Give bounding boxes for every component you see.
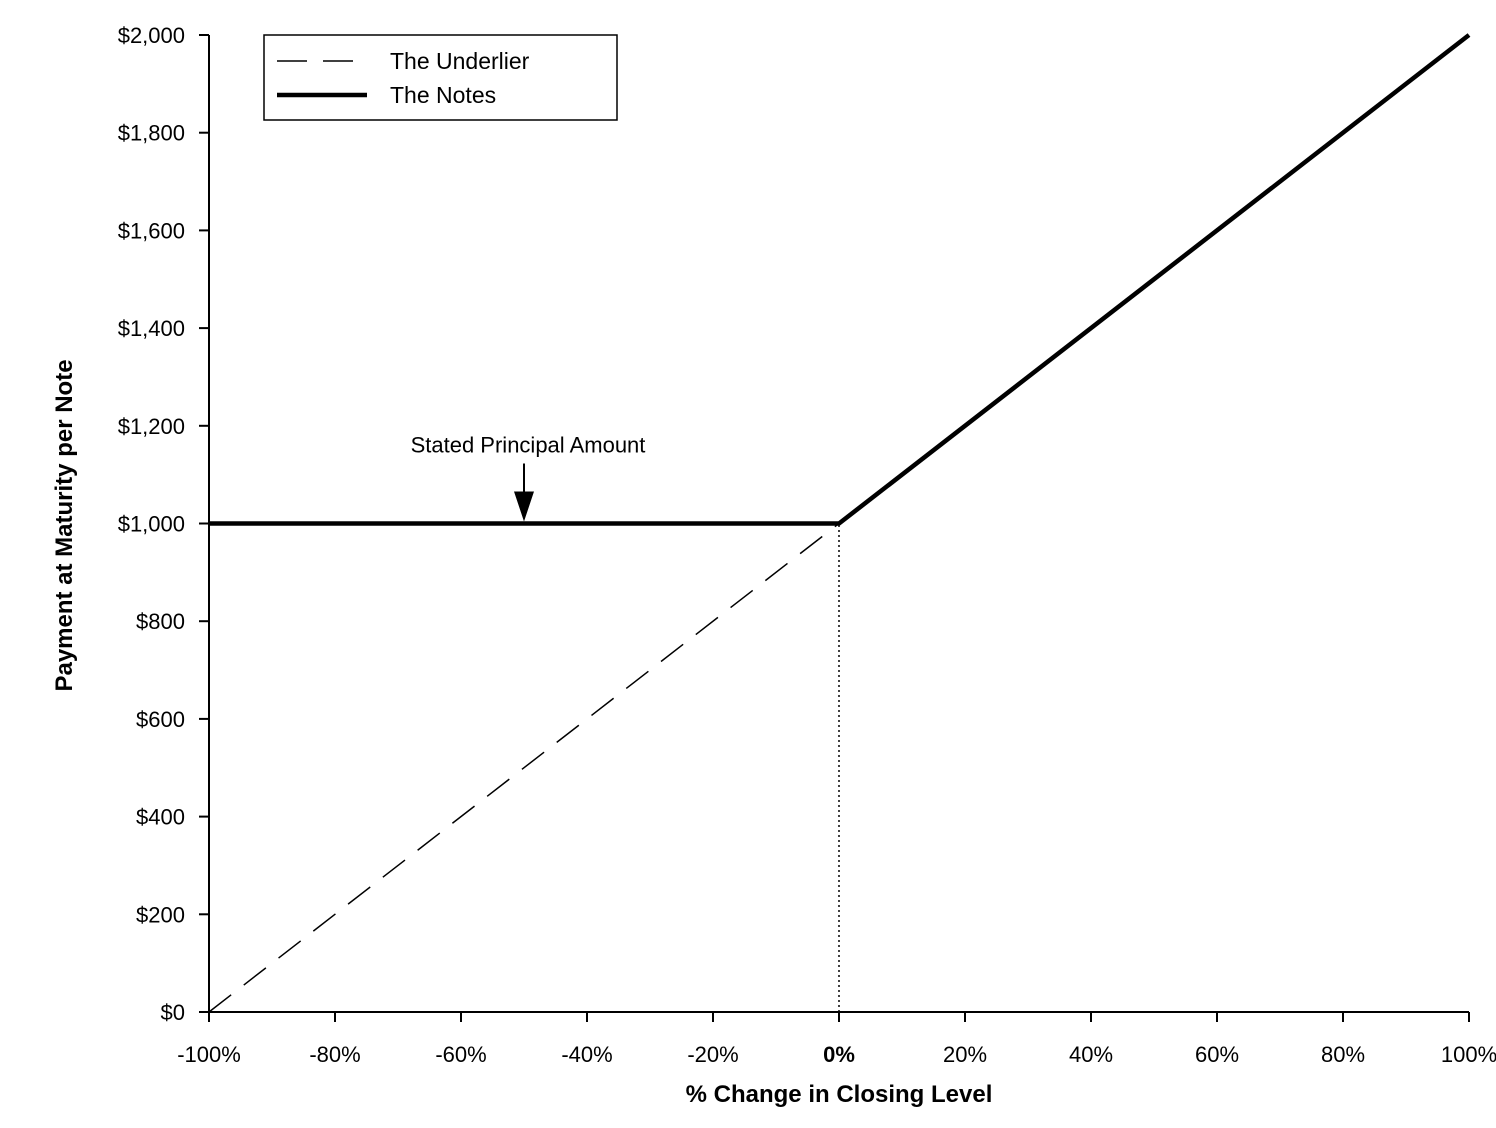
x-tick-label: 40% xyxy=(1069,1042,1113,1067)
y-tick-label: $600 xyxy=(136,707,185,732)
x-axis-title: % Change in Closing Level xyxy=(686,1081,993,1108)
legend-box xyxy=(263,34,618,121)
legend: The Underlier The Notes xyxy=(263,34,618,121)
y-tick-label: $0 xyxy=(161,1000,185,1025)
x-tick-label: 0% xyxy=(823,1042,855,1067)
annotation-layer: Stated Principal Amount xyxy=(411,433,646,522)
legend-label: The Underlier xyxy=(390,48,530,74)
y-tick-label: $1,200 xyxy=(118,414,185,439)
y-tick-label: $800 xyxy=(136,609,185,634)
x-tick-label: 100% xyxy=(1441,1042,1496,1067)
y-tick-label: $1,800 xyxy=(118,121,185,146)
x-tick-label: 60% xyxy=(1195,1042,1239,1067)
annotation-label: Stated Principal Amount xyxy=(411,433,646,458)
series-line-the-notes xyxy=(209,33,1471,526)
y-tick-label: $2,000 xyxy=(118,23,185,48)
y-tick-label: $1,600 xyxy=(118,218,185,243)
x-tick-label: -60% xyxy=(435,1042,486,1067)
y-tick-label: $200 xyxy=(136,902,185,927)
legend-label: The Notes xyxy=(390,82,496,108)
annotation-arrow-head xyxy=(514,491,534,522)
y-tick-label: $400 xyxy=(136,805,185,830)
series-line-the-underlier xyxy=(208,522,840,1013)
series-layer xyxy=(208,33,1471,1013)
x-tick-label: 80% xyxy=(1321,1042,1365,1067)
x-tick-label: 20% xyxy=(943,1042,987,1067)
y-tick-label: $1,400 xyxy=(118,316,185,341)
y-axis-title: Payment at Maturity per Note xyxy=(51,359,78,691)
x-tick-label: -20% xyxy=(687,1042,738,1067)
x-tick-label: -100% xyxy=(177,1042,241,1067)
x-tick-label: -80% xyxy=(309,1042,360,1067)
y-tick-label: $1,000 xyxy=(118,512,185,537)
x-tick-label: -40% xyxy=(561,1042,612,1067)
axes: $0 $200 $400 $600 $800 $1,000 $1,200 $1,400 $1,6… xyxy=(118,23,1496,1067)
